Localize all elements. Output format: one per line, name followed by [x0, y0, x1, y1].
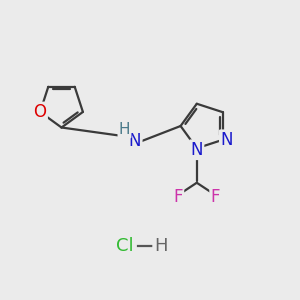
Text: N: N: [129, 132, 141, 150]
Text: N: N: [190, 141, 203, 159]
Text: O: O: [34, 103, 46, 121]
Text: Cl: Cl: [116, 237, 133, 255]
Text: H: H: [154, 237, 167, 255]
Text: H: H: [119, 122, 130, 137]
Text: N: N: [220, 131, 233, 149]
Text: F: F: [211, 188, 220, 206]
Text: F: F: [173, 188, 183, 206]
